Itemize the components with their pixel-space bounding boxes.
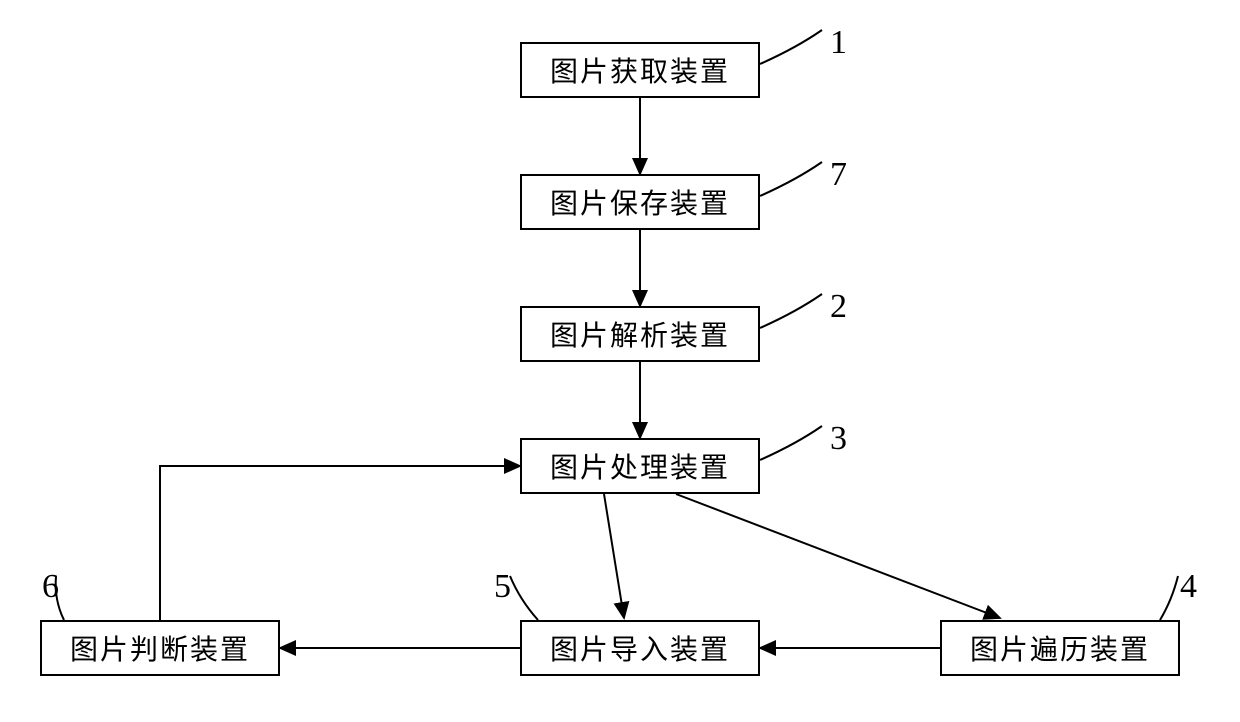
flowchart-node-n2: 图片解析装置: [520, 306, 760, 362]
edge-arrow: [160, 466, 520, 620]
node-number-label: 1: [830, 24, 847, 62]
node-number-label: 3: [830, 420, 847, 458]
node-text: 图片解析装置: [550, 314, 730, 354]
flowchart-node-n1: 图片获取装置: [520, 42, 760, 98]
node-text: 图片判断装置: [70, 628, 250, 668]
flowchart-node-n4: 图片遍历装置: [940, 620, 1180, 676]
flowchart-node-n7: 图片保存装置: [520, 174, 760, 230]
leader-line: [760, 162, 822, 196]
leader-line: [760, 426, 822, 460]
flowchart-node-n5: 图片导入装置: [520, 620, 760, 676]
flowchart-node-n6: 图片判断装置: [40, 620, 280, 676]
node-text: 图片处理装置: [550, 446, 730, 486]
node-text: 图片导入装置: [550, 628, 730, 668]
node-number-label: 4: [1180, 568, 1197, 606]
node-number-label: 6: [42, 568, 59, 606]
node-number-label: 5: [494, 568, 511, 606]
edge-arrow: [676, 494, 1000, 618]
node-number-label: 7: [830, 156, 847, 194]
node-text: 图片遍历装置: [970, 628, 1150, 668]
leader-line: [760, 294, 822, 328]
flowchart-node-n3: 图片处理装置: [520, 438, 760, 494]
node-text: 图片保存装置: [550, 182, 730, 222]
edge-arrow: [604, 494, 624, 618]
node-number-label: 2: [830, 288, 847, 326]
leader-line: [760, 30, 822, 64]
node-text: 图片获取装置: [550, 50, 730, 90]
leader-line: [510, 576, 538, 620]
leader-line: [1160, 576, 1178, 620]
